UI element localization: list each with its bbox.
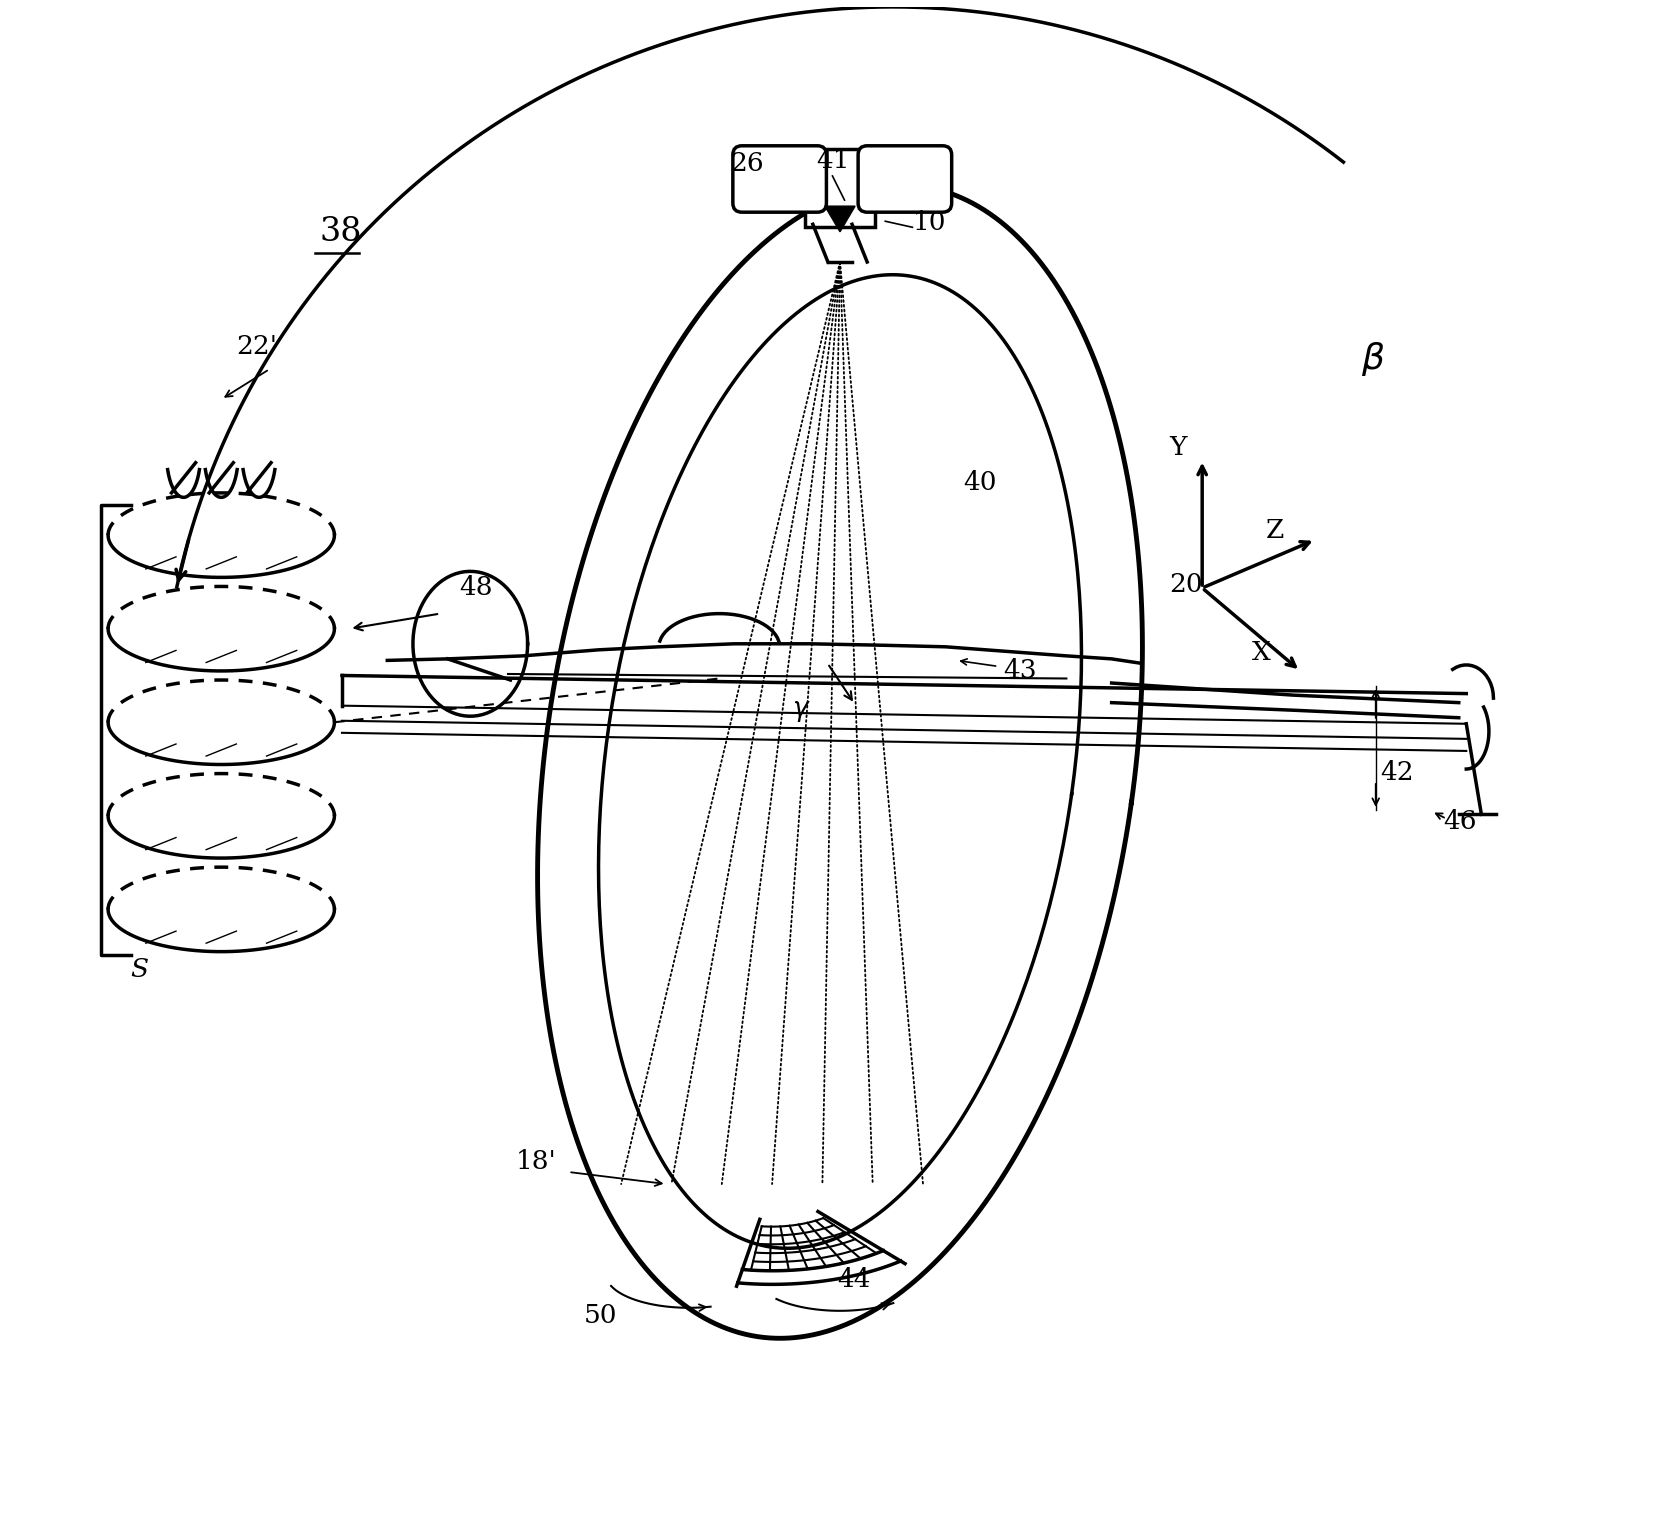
Text: 26: 26 [729, 151, 763, 177]
Text: 20: 20 [1169, 573, 1203, 597]
FancyBboxPatch shape [858, 146, 951, 212]
Text: 48: 48 [460, 576, 494, 600]
FancyBboxPatch shape [805, 149, 875, 227]
Text: S: S [131, 958, 150, 982]
Text: Z: Z [1265, 518, 1284, 544]
Text: 22': 22' [237, 334, 277, 359]
Text: 41: 41 [816, 148, 850, 174]
Text: X: X [1252, 640, 1270, 666]
Text: 38: 38 [319, 216, 361, 248]
Text: 18': 18' [516, 1148, 556, 1174]
Text: 40: 40 [964, 471, 998, 495]
Text: $\gamma$: $\gamma$ [791, 699, 810, 725]
Text: 43: 43 [1003, 658, 1037, 684]
Text: 42: 42 [1381, 760, 1415, 784]
Text: $\beta$: $\beta$ [1361, 340, 1384, 378]
FancyBboxPatch shape [732, 146, 827, 212]
Text: 46: 46 [1443, 809, 1477, 835]
Text: 10: 10 [912, 210, 946, 235]
Text: 44: 44 [837, 1267, 870, 1292]
Text: 50: 50 [583, 1302, 617, 1328]
Polygon shape [825, 206, 855, 231]
Text: Y: Y [1169, 436, 1186, 460]
